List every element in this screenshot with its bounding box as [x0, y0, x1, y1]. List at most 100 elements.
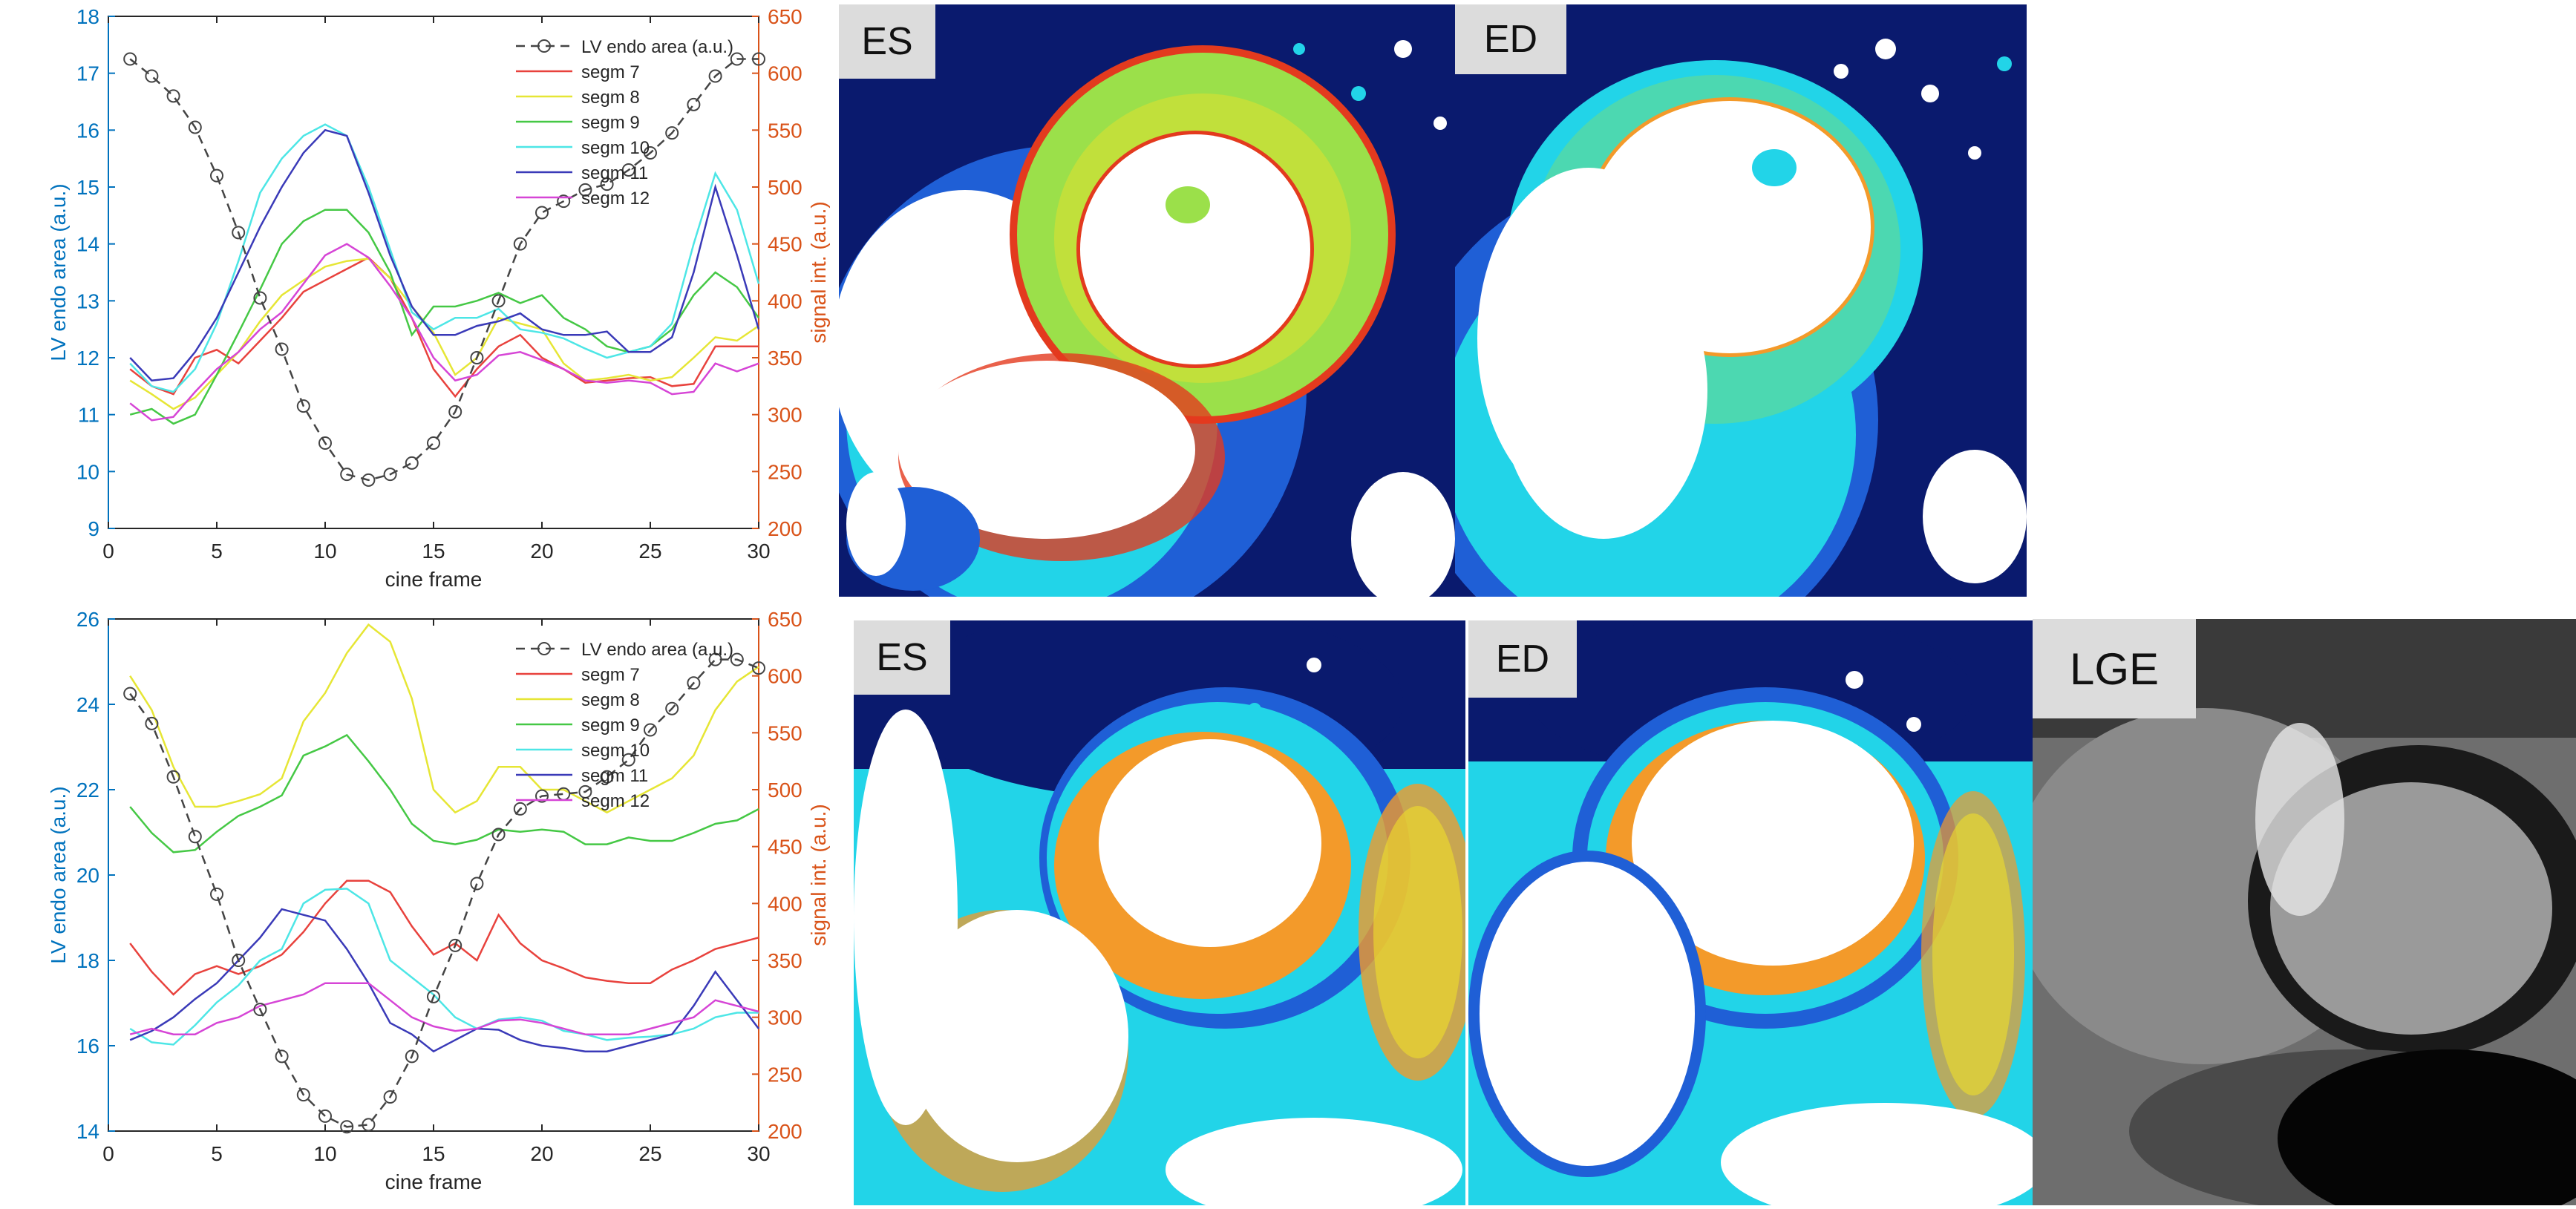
bottom-area-series-point: [665, 701, 679, 715]
top-left-tick-label: 17: [76, 62, 99, 85]
bottom-right-tick-label: 450: [768, 836, 802, 859]
bottom-area-series-point: [427, 989, 440, 1003]
bottom-area-series-point: [362, 1118, 376, 1132]
top-left-tick-label: 13: [76, 289, 99, 312]
bottom-left-tick-label: 14: [76, 1120, 99, 1143]
bottom-area-series-point: [708, 652, 722, 666]
top-area-series-point: [600, 177, 614, 191]
bottom-area-series-point: [145, 716, 159, 730]
bottom-series-line-2: [129, 623, 759, 814]
cine-image-es-bottom: [854, 620, 1465, 1205]
bottom-x-tick-label: 30: [747, 1142, 770, 1165]
bottom-x-tick-label: 20: [530, 1142, 553, 1165]
top-legend-label: LV endo area (a.u.): [581, 37, 733, 57]
top-area-series-point: [644, 146, 657, 160]
top-area-series-point: [253, 291, 267, 305]
top-area-series-point: [557, 194, 571, 209]
top-right-tick-label: 400: [768, 289, 802, 312]
bottom-right-tick-label: 550: [768, 721, 802, 744]
top-area-series-point: [513, 237, 527, 251]
top-x-axis-label: cine frame: [385, 568, 483, 591]
top-area-series-point: [665, 126, 679, 140]
top-legend-label: segm 11: [581, 163, 648, 183]
bottom-right-tick-label: 600: [768, 665, 802, 688]
cine-image-ed-bottom: [1468, 620, 2033, 1205]
bottom-x-tick-label: 10: [313, 1142, 336, 1165]
top-area-series-point: [427, 436, 440, 450]
bottom-area-series-point: [123, 687, 137, 701]
top-x-tick-label: 15: [422, 540, 445, 563]
bottom-area-series-point: [600, 770, 614, 784]
chart-top: 0 5 10 15 20 25 30 9 10 11 12 13 14 15 16 17 18 200 250 300…: [0, 0, 839, 603]
top-right-tick-label: 200: [768, 517, 802, 540]
top-series-line-6: [129, 243, 759, 422]
top-area-series-point: [448, 404, 462, 419]
panel-label-ed-top: ED: [1455, 4, 1566, 74]
top-right-tick-label: 650: [768, 5, 802, 28]
top-area-series-point: [470, 351, 484, 364]
top-x-tick-label: 0: [102, 540, 114, 563]
bottom-x-tick-label: 0: [102, 1142, 114, 1165]
top-area-series-point: [491, 294, 506, 308]
bottom-left-tick-label: 16: [76, 1035, 99, 1058]
bottom-area-series-point: [166, 770, 180, 784]
top-right-axis-label: signal int. (a.u.): [807, 201, 830, 343]
bottom-area-series-point: [578, 784, 592, 799]
top-area-series-line: [129, 58, 759, 482]
bottom-area-series-point: [253, 1003, 267, 1017]
bottom-legend-label: segm 12: [581, 791, 650, 811]
bottom-area-series-point: [752, 661, 765, 675]
bottom-area-series-point: [513, 802, 527, 816]
panel-label-es-top: ES: [839, 4, 935, 79]
top-area-series-point: [687, 97, 701, 111]
top-right-tick-label: 350: [768, 347, 802, 370]
top-left-tick-label: 12: [76, 347, 99, 370]
bottom-x-axis-label: cine frame: [385, 1170, 483, 1193]
bottom-right-tick-label: 200: [768, 1120, 802, 1143]
bottom-x-tick-label: 15: [422, 1142, 445, 1165]
bottom-area-series-point: [188, 830, 202, 844]
top-area-series-point: [188, 120, 202, 134]
top-right-tick-label: 300: [768, 404, 802, 427]
top-area-series-point: [405, 456, 419, 470]
top-x-tick-label: 10: [313, 540, 336, 563]
bottom-left-tick-label: 18: [76, 949, 99, 972]
panel-label-es-bottom: ES: [854, 620, 950, 695]
top-x-tick-label: 30: [747, 540, 770, 563]
bottom-area-series-point: [340, 1120, 354, 1134]
cine-image-es-top: [839, 4, 1455, 597]
bottom-area-series-point: [448, 938, 462, 952]
bottom-legend-label: LV endo area (a.u.): [581, 640, 733, 660]
bottom-legend-marker-area: [537, 642, 551, 655]
top-area-series-point: [210, 168, 223, 183]
top-area-series-point: [340, 468, 354, 482]
bottom-area-series-point: [318, 1109, 332, 1123]
top-area-series-point: [232, 226, 246, 240]
top-right-tick-label: 500: [768, 176, 802, 199]
bottom-right-axis-label: signal int. (a.u.): [807, 804, 830, 946]
bottom-area-series-line: [129, 658, 759, 1128]
bottom-legend-label: segm 8: [581, 690, 640, 710]
top-series-line-4: [129, 123, 760, 393]
top-area-series-point: [383, 468, 397, 482]
top-x-tick-label: 25: [638, 540, 661, 563]
top-series-line-1: [129, 256, 759, 399]
top-legend-label: segm 7: [581, 62, 640, 82]
top-x-tick-label: 20: [530, 540, 553, 563]
bottom-area-series-point: [730, 652, 744, 666]
bottom-left-axis-label: LV endo area (a.u.): [47, 786, 70, 963]
bottom-series-line-6: [129, 982, 759, 1035]
bottom-area-series-point: [621, 753, 635, 767]
top-right-tick-label: 550: [768, 119, 802, 142]
bottom-right-tick-label: 300: [768, 1006, 802, 1029]
panel-label-lge: LGE: [2033, 619, 2196, 718]
bottom-right-tick-label: 650: [768, 608, 802, 631]
bottom-series-line-1: [129, 879, 759, 996]
top-legend-marker-area: [537, 39, 551, 53]
top-area-series-point: [318, 436, 332, 450]
bottom-legend-label: segm 7: [581, 665, 640, 685]
cine-panel-es-top: ES: [839, 4, 1455, 597]
cine-panel-ed-bottom: ED: [1468, 620, 2033, 1205]
bottom-series-line-4: [129, 888, 759, 1046]
top-legend-label: segm 8: [581, 88, 640, 108]
